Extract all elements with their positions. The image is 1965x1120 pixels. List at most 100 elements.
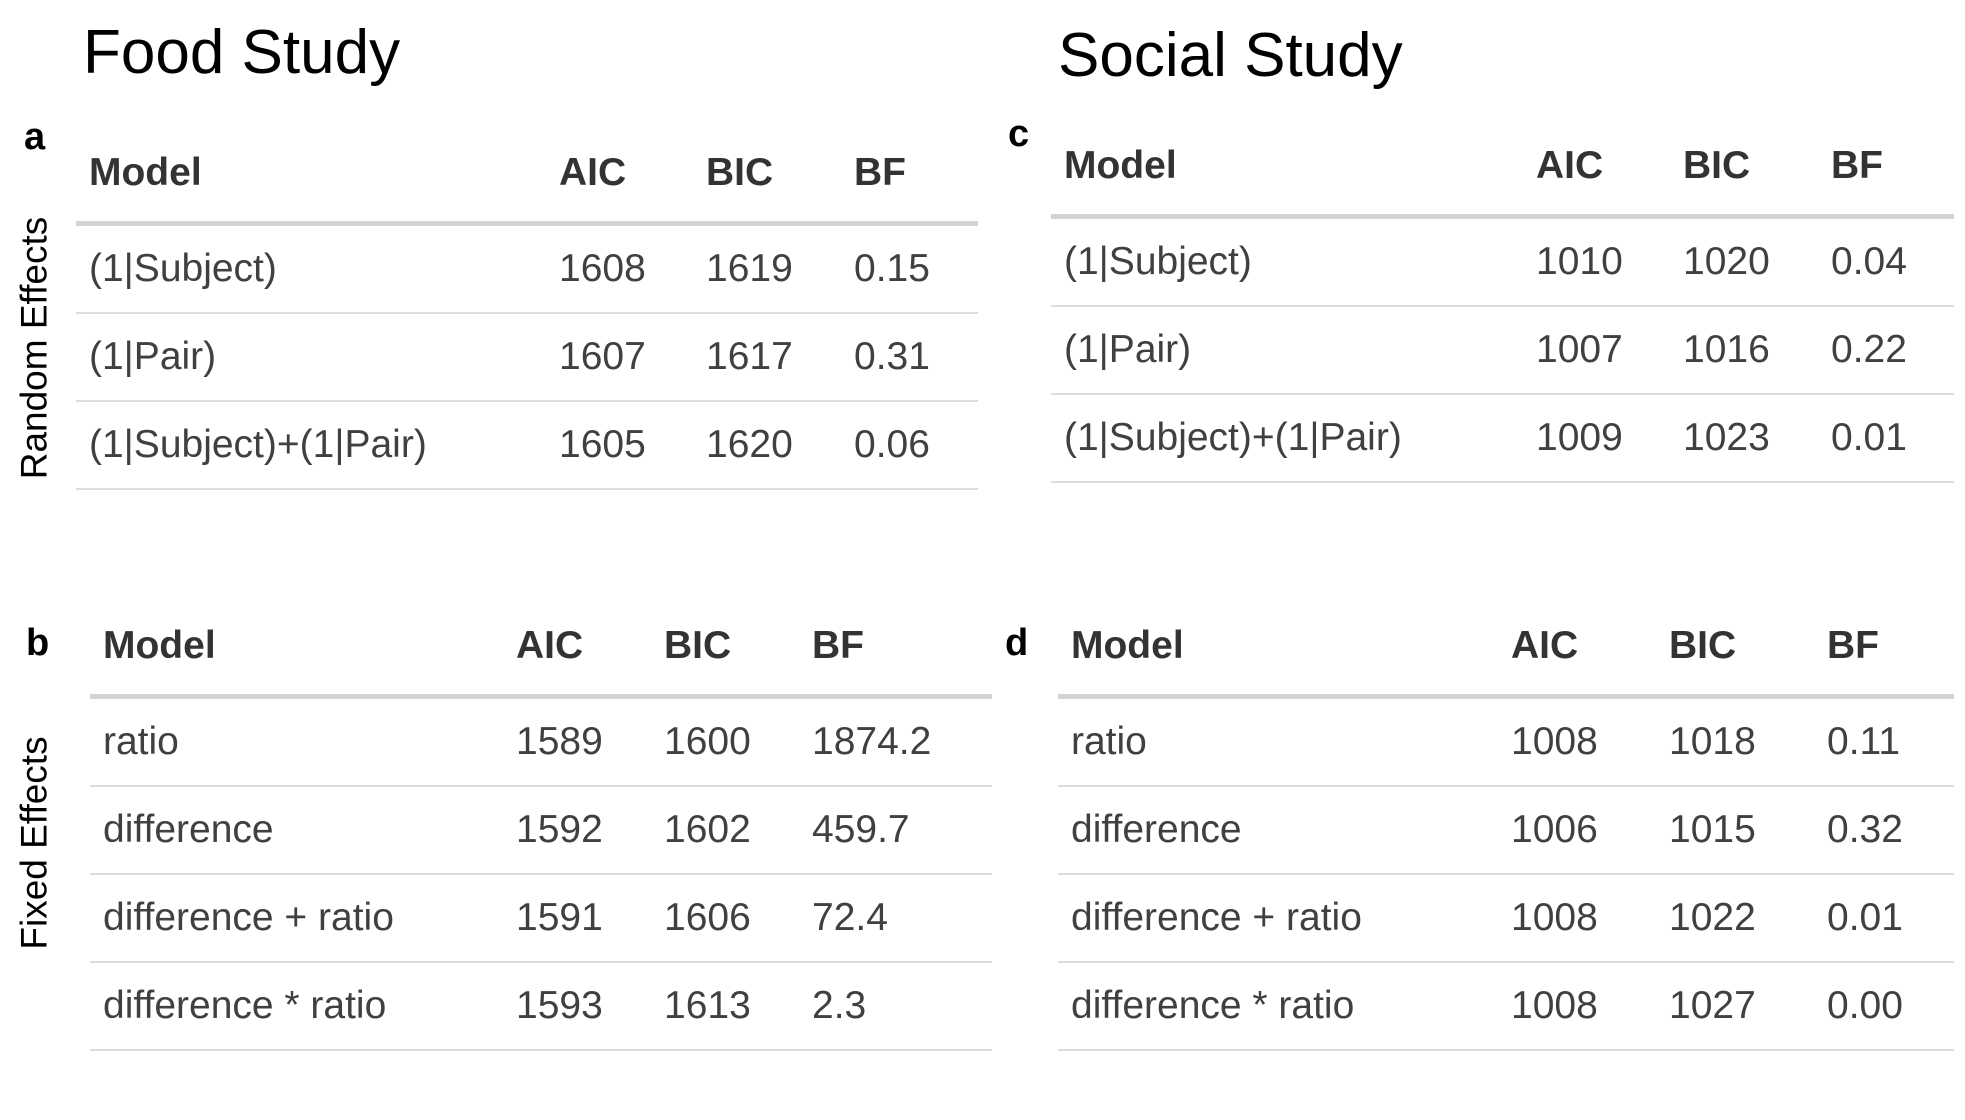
bf-cell: 0.31 bbox=[841, 313, 978, 402]
bf-cell: 0.15 bbox=[841, 223, 978, 314]
model-cell: ratio bbox=[90, 696, 503, 787]
bic-cell: 1022 bbox=[1656, 874, 1814, 963]
column-header-aic: AIC bbox=[1498, 598, 1656, 699]
model-cell: (1|Subject)+(1|Pair) bbox=[1051, 394, 1523, 483]
model-cell: difference bbox=[90, 786, 503, 875]
bf-cell: 72.4 bbox=[799, 874, 992, 963]
random-effects-label: Random Effects bbox=[13, 216, 55, 480]
aic-cell: 1593 bbox=[503, 962, 651, 1051]
bf-cell: 0.01 bbox=[1814, 874, 1954, 963]
bic-cell: 1016 bbox=[1670, 306, 1818, 395]
bic-cell: 1620 bbox=[693, 401, 841, 490]
model-cell: (1|Subject) bbox=[1051, 216, 1523, 307]
table-row: difference * ratio 1008 1027 0.00 bbox=[1058, 962, 1954, 1051]
column-header-bic: BIC bbox=[1670, 118, 1818, 219]
bf-cell: 0.01 bbox=[1818, 394, 1954, 483]
aic-cell: 1009 bbox=[1523, 394, 1670, 483]
column-header-bf: BF bbox=[841, 125, 978, 226]
table-row: difference 1006 1015 0.32 bbox=[1058, 786, 1954, 875]
aic-cell: 1010 bbox=[1523, 216, 1670, 307]
aic-cell: 1008 bbox=[1498, 962, 1656, 1051]
model-cell: difference * ratio bbox=[90, 962, 503, 1051]
column-header-aic: AIC bbox=[1523, 118, 1670, 219]
model-cell: (1|Pair) bbox=[76, 313, 546, 402]
column-header-bf: BF bbox=[1814, 598, 1954, 699]
bic-cell: 1018 bbox=[1656, 696, 1814, 787]
aic-cell: 1608 bbox=[546, 223, 693, 314]
panel-letter-d: d bbox=[1005, 622, 1029, 664]
table-row: difference + ratio 1591 1606 72.4 bbox=[90, 874, 992, 963]
table-row: (1|Subject)+(1|Pair) 1009 1023 0.01 bbox=[1051, 394, 1954, 483]
bf-cell: 0.32 bbox=[1814, 786, 1954, 875]
bic-cell: 1020 bbox=[1670, 216, 1818, 307]
model-cell: (1|Pair) bbox=[1051, 306, 1523, 395]
bf-cell: 1874.2 bbox=[799, 696, 992, 787]
bic-cell: 1617 bbox=[693, 313, 841, 402]
bic-cell: 1606 bbox=[651, 874, 799, 963]
model-cell: difference * ratio bbox=[1058, 962, 1498, 1051]
aic-cell: 1007 bbox=[1523, 306, 1670, 395]
panel-letter-a: a bbox=[24, 116, 46, 158]
bf-cell: 0.04 bbox=[1818, 216, 1954, 307]
table-row: ratio 1589 1600 1874.2 bbox=[90, 696, 992, 787]
column-header-model: Model bbox=[1058, 598, 1498, 699]
bf-cell: 0.00 bbox=[1814, 962, 1954, 1051]
column-header-model: Model bbox=[90, 598, 503, 699]
aic-cell: 1008 bbox=[1498, 874, 1656, 963]
model-cell: ratio bbox=[1058, 696, 1498, 787]
table-panel-c: Model AIC BIC BF (1|Subject) 1010 1020 0… bbox=[1051, 118, 1954, 483]
table-row: difference + ratio 1008 1022 0.01 bbox=[1058, 874, 1954, 963]
aic-cell: 1008 bbox=[1498, 696, 1656, 787]
bf-cell: 459.7 bbox=[799, 786, 992, 875]
table-header-row: Model AIC BIC BF bbox=[1058, 598, 1954, 699]
table-row: (1|Pair) 1007 1016 0.22 bbox=[1051, 306, 1954, 395]
model-cell: (1|Subject)+(1|Pair) bbox=[76, 401, 546, 490]
bf-cell: 0.11 bbox=[1814, 696, 1954, 787]
column-header-model: Model bbox=[76, 125, 546, 226]
bf-cell: 2.3 bbox=[799, 962, 992, 1051]
table-header-row: Model AIC BIC BF bbox=[76, 125, 978, 226]
table-row: difference * ratio 1593 1613 2.3 bbox=[90, 962, 992, 1051]
bf-cell: 0.22 bbox=[1818, 306, 1954, 395]
bic-cell: 1027 bbox=[1656, 962, 1814, 1051]
table-row: (1|Pair) 1607 1617 0.31 bbox=[76, 313, 978, 402]
table-row: (1|Subject) 1608 1619 0.15 bbox=[76, 223, 978, 314]
column-header-bic: BIC bbox=[651, 598, 799, 699]
panel-letter-c: c bbox=[1008, 113, 1030, 155]
aic-cell: 1592 bbox=[503, 786, 651, 875]
column-header-aic: AIC bbox=[503, 598, 651, 699]
table-row: (1|Subject)+(1|Pair) 1605 1620 0.06 bbox=[76, 401, 978, 490]
model-cell: difference + ratio bbox=[1058, 874, 1498, 963]
aic-cell: 1605 bbox=[546, 401, 693, 490]
bic-cell: 1600 bbox=[651, 696, 799, 787]
table-panel-d: Model AIC BIC BF ratio 1008 1018 0.11 di… bbox=[1058, 598, 1954, 1051]
food-study-title: Food Study bbox=[83, 18, 401, 87]
bf-cell: 0.06 bbox=[841, 401, 978, 490]
aic-cell: 1591 bbox=[503, 874, 651, 963]
table-header-row: Model AIC BIC BF bbox=[1051, 118, 1954, 219]
column-header-bf: BF bbox=[799, 598, 992, 699]
column-header-aic: AIC bbox=[546, 125, 693, 226]
table-row: (1|Subject) 1010 1020 0.04 bbox=[1051, 216, 1954, 307]
bic-cell: 1602 bbox=[651, 786, 799, 875]
aic-cell: 1589 bbox=[503, 696, 651, 787]
table-row: ratio 1008 1018 0.11 bbox=[1058, 696, 1954, 787]
column-header-bic: BIC bbox=[1656, 598, 1814, 699]
table-row: difference 1592 1602 459.7 bbox=[90, 786, 992, 875]
bic-cell: 1015 bbox=[1656, 786, 1814, 875]
table-panel-b: Model AIC BIC BF ratio 1589 1600 1874.2 … bbox=[90, 598, 992, 1051]
bic-cell: 1613 bbox=[651, 962, 799, 1051]
table-header-row: Model AIC BIC BF bbox=[90, 598, 992, 699]
panel-letter-b: b bbox=[26, 622, 50, 664]
social-study-title: Social Study bbox=[1058, 21, 1403, 90]
bic-cell: 1023 bbox=[1670, 394, 1818, 483]
aic-cell: 1607 bbox=[546, 313, 693, 402]
column-header-bf: BF bbox=[1818, 118, 1954, 219]
aic-cell: 1006 bbox=[1498, 786, 1656, 875]
fixed-effects-label: Fixed Effects bbox=[13, 736, 55, 950]
column-header-model: Model bbox=[1051, 118, 1523, 219]
model-cell: difference bbox=[1058, 786, 1498, 875]
model-cell: difference + ratio bbox=[90, 874, 503, 963]
bic-cell: 1619 bbox=[693, 223, 841, 314]
model-cell: (1|Subject) bbox=[76, 223, 546, 314]
